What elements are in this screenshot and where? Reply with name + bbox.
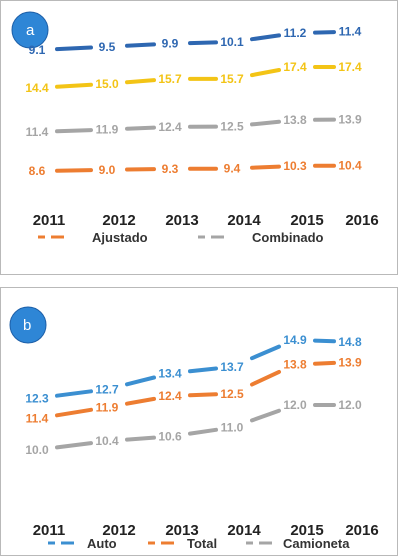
data-label: 10.4 (338, 159, 362, 173)
series-line-0 (55, 30, 336, 52)
x-tick-label: 2013 (165, 522, 198, 539)
legend-label: Combinado (252, 230, 324, 245)
panel-a-badge-label: a (26, 22, 35, 39)
data-label: 12.5 (220, 387, 244, 401)
x-tick-label: 2012 (102, 212, 135, 229)
panel-b: b 12.312.713.4 13.714.9 14.811.411.912.4 12… (0, 287, 398, 556)
data-label: 13.4 (158, 367, 182, 381)
series-line-1 (55, 65, 336, 89)
data-label: 11.4 (339, 25, 362, 39)
data-label: 11.9 (96, 400, 119, 414)
panel-a-legend: Ajustado Combinado (38, 230, 324, 245)
data-label: 9.1 (29, 43, 46, 57)
data-label: 9.4 (224, 162, 241, 176)
data-label: 13.8 (283, 358, 307, 372)
panel-b-badge-label: b (23, 317, 31, 334)
data-label: 12.3 (25, 391, 49, 405)
legend-label: Camioneta (283, 536, 350, 551)
data-label: 15.7 (158, 72, 182, 86)
data-label: 11.9 (96, 123, 119, 137)
series-line-2 (55, 403, 336, 450)
data-label: 11.2 (284, 26, 307, 40)
data-label: 13.9 (338, 113, 362, 127)
data-label: 13.9 (338, 355, 362, 369)
series-line-1 (55, 360, 336, 418)
data-label: 12.4 (158, 389, 182, 403)
panel-a-series-layer: 9.1 9.5 9.9 10.1 11.2 11.4 14.4 15.0 15.7 15.7 17.… (25, 25, 362, 178)
data-label: 14.8 (338, 335, 362, 349)
data-label: 9.9 (162, 37, 179, 51)
panel-a-axis-ticks: 2011 2012 2013 2014 2015 2016 (33, 212, 379, 229)
panel-a-frame (0, 0, 398, 275)
legend-label: Auto (87, 536, 117, 551)
legend-label: Ajustado (92, 230, 148, 245)
x-tick-label: 2011 (33, 522, 66, 539)
data-label: 9.0 (99, 163, 116, 177)
data-label: 12.4 (158, 120, 182, 134)
panel-b-badge-circle (9, 306, 47, 344)
data-label: 17.4 (283, 60, 307, 74)
data-label: 15.0 (95, 77, 119, 91)
legend-label: Total (187, 536, 217, 551)
data-label: 12.0 (283, 398, 307, 412)
data-label: 12.7 (95, 382, 119, 396)
data-label: 10.1 (220, 35, 244, 49)
data-label: 10.4 (95, 434, 119, 448)
data-label: 15.7 (220, 72, 244, 86)
data-label: 11.4 (26, 412, 49, 426)
x-tick-label: 2016 (345, 212, 378, 229)
data-label: 11.4 (26, 125, 49, 139)
x-tick-label: 2014 (227, 522, 261, 539)
panel-b-axis-ticks: 2011 2012 2013 2014 2015 2016 (33, 522, 379, 539)
data-label: 17.4 (338, 60, 362, 74)
data-label: 11.0 (221, 421, 244, 435)
data-label: 12.5 (220, 120, 244, 134)
data-label: 9.5 (99, 40, 116, 54)
x-tick-label: 2016 (345, 522, 378, 539)
series-line-0 (55, 338, 336, 398)
x-tick-label: 2014 (227, 212, 261, 229)
data-label: 13.7 (220, 360, 244, 374)
panel-b-legend: Auto Total Camioneta (48, 536, 350, 551)
data-label: 10.6 (158, 430, 182, 444)
series-line-3 (55, 163, 336, 173)
data-label: 8.6 (29, 164, 46, 178)
panel-b-series-layer: 12.3 12.7 13.4 13.7 14.9 14.8 11.4 11.9 12.4 12.5… (25, 333, 362, 457)
panel-a-badge-circle (11, 11, 49, 49)
data-label: 14.9 (283, 333, 307, 347)
panel-a: a 9.1 9.5 9.9 10.1 11.2 11.4 14.4 15.0 15.7 15.7 1… (0, 0, 398, 275)
panel-b-frame (0, 287, 398, 556)
data-label: 14.4 (25, 81, 49, 95)
data-label: 13.8 (283, 113, 307, 127)
x-tick-label: 2012 (102, 522, 135, 539)
panel-a-badge: a (11, 11, 49, 49)
data-label: 10.3 (283, 159, 307, 173)
panel-b-badge: b (9, 306, 47, 344)
x-tick-label: 2015 (290, 522, 323, 539)
data-label: 10.0 (25, 443, 49, 457)
x-tick-label: 2013 (165, 212, 198, 229)
series-line-2 (55, 117, 336, 134)
x-tick-label: 2011 (33, 212, 66, 229)
data-label: 12.0 (338, 398, 362, 412)
x-tick-label: 2015 (290, 212, 323, 229)
data-label: 9.3 (162, 162, 179, 176)
